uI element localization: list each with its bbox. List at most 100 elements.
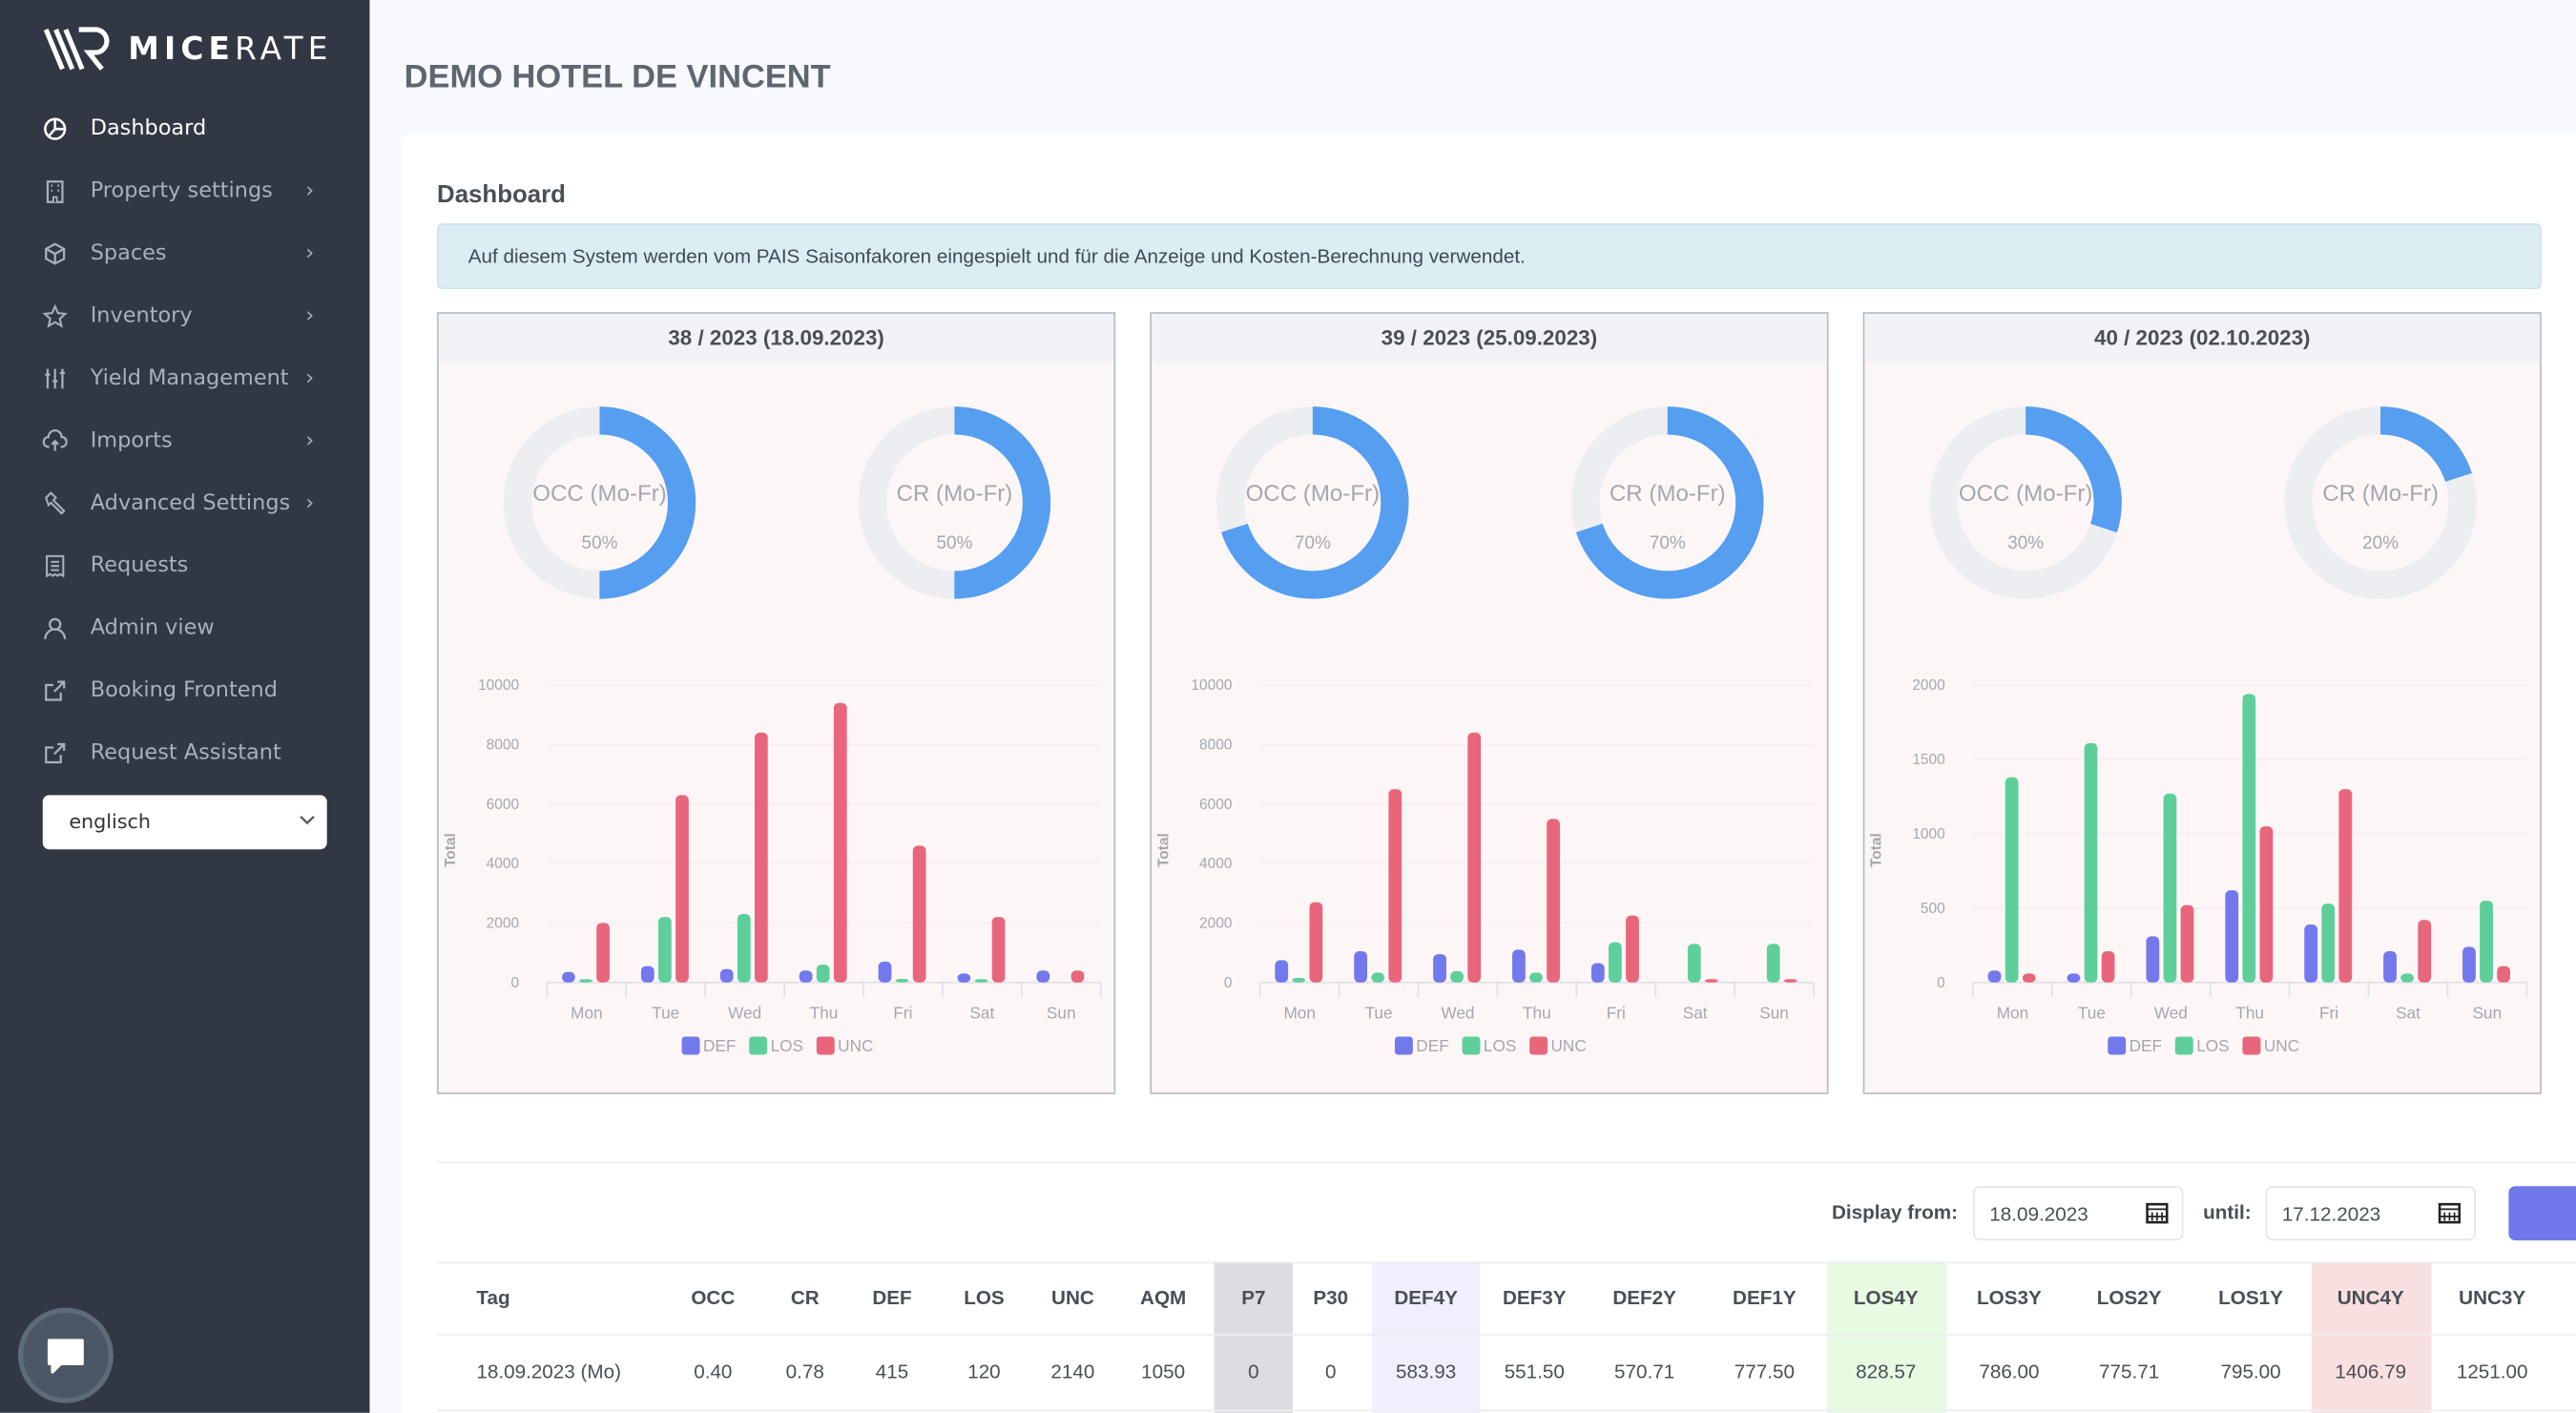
y-tick-label: 0 — [1937, 975, 1945, 991]
donut-value: 50% — [936, 533, 972, 553]
bar-unc — [2259, 826, 2274, 983]
sidebar-item-dashboard[interactable]: Dashboard — [0, 100, 369, 156]
legend-label: LOS — [771, 1036, 803, 1055]
micerate-logo[interactable]: MICERATE — [43, 27, 333, 73]
sidebar-item-requests[interactable]: Requests — [0, 537, 369, 593]
x-tick-label: Tue — [652, 1004, 679, 1023]
bar-unc — [2338, 789, 2353, 983]
calendar-icon[interactable] — [2438, 1201, 2462, 1224]
until-input[interactable]: 17.12.2023 — [2265, 1186, 2476, 1241]
sidebar-item-yield-management[interactable]: Yield Management › — [0, 350, 369, 406]
x-tick-label: Mon — [571, 1004, 602, 1023]
bar-unc — [991, 917, 1006, 983]
apply-filter-button[interactable] — [2508, 1186, 2576, 1241]
hotel-title: DEMO HOTEL DE VINCENT — [404, 58, 831, 95]
column-header[interactable]: CR — [790, 1286, 820, 1310]
legend-swatch-def — [1394, 1036, 1413, 1055]
column-header[interactable]: DEF3Y — [1502, 1286, 1567, 1310]
sidebar-item-admin-view[interactable]: Admin view — [0, 600, 369, 656]
column-header[interactable]: LOS — [964, 1286, 1005, 1310]
language-select[interactable]: englisch — [42, 795, 327, 850]
bar-def — [1987, 970, 2002, 983]
column-header[interactable]: DEF4Y — [1394, 1286, 1458, 1310]
y-tick-label: 8000 — [1199, 738, 1232, 754]
column-header[interactable]: Tag — [476, 1286, 510, 1310]
column-header[interactable]: DEF1Y — [1733, 1286, 1797, 1310]
sidebar-item-label: Imports — [90, 427, 173, 453]
sidebar-item-spaces[interactable]: Spaces › — [0, 225, 369, 281]
bar-los — [658, 917, 672, 983]
bar-unc — [675, 795, 689, 983]
bar-def — [2304, 924, 2318, 983]
donut-value: 70% — [1295, 533, 1331, 553]
y-tick-label: 0 — [1224, 975, 1233, 991]
column-header[interactable]: UNC — [1051, 1286, 1094, 1310]
logo-text: MICERATE — [128, 31, 333, 68]
bar-unc — [2497, 966, 2511, 983]
cube-icon — [45, 241, 66, 264]
legend-label: DEF — [703, 1036, 736, 1055]
y-tick-label: 1000 — [1912, 826, 1944, 842]
data-table: Tag 18.09.2023 (Mo) OCC 0.40 CR 0.78 DEF 415 LOS… — [437, 1261, 2576, 1413]
chat-button[interactable] — [23, 1312, 109, 1399]
calendar-icon[interactable] — [2146, 1201, 2169, 1224]
display-from-input[interactable]: 18.09.2023 — [1973, 1186, 2184, 1241]
column-header[interactable]: LOS2Y — [2096, 1286, 2162, 1310]
column-header[interactable]: LOS4Y — [1853, 1286, 1919, 1310]
column-header[interactable]: AQM — [1140, 1286, 1187, 1310]
chat-bubble-icon — [47, 1339, 84, 1374]
bar-los — [2163, 793, 2177, 983]
donut-label: CR (Mo-Fr) — [897, 481, 1013, 507]
logo-mark-icon — [43, 27, 110, 71]
sidebar-item-booking-frontend[interactable]: Booking Frontend — [0, 662, 369, 718]
bar-unc — [1626, 915, 1639, 983]
sidebar-item-request-assistant[interactable]: Request Assistant — [0, 724, 369, 780]
table-cell: 1251.00 — [2456, 1360, 2528, 1383]
column-header[interactable]: DEF2Y — [1612, 1286, 1676, 1310]
donut-value: 70% — [1650, 533, 1686, 553]
y-tick-label: 4000 — [487, 856, 519, 872]
sidebar-item-advanced-settings[interactable]: Advanced Settings › — [0, 475, 369, 531]
dashboard-card: Dashboard Auf diesem System werden vom P… — [402, 135, 2576, 1413]
column-header[interactable]: DEF — [872, 1286, 912, 1310]
y-tick-label: 500 — [1921, 901, 1945, 917]
x-tick-label: Sat — [2396, 1004, 2420, 1023]
x-tick-label: Thu — [1523, 1004, 1551, 1023]
donut-label: CR (Mo-Fr) — [2322, 481, 2439, 507]
column-highlight — [1214, 1261, 1294, 1413]
column-header[interactable]: LOS3Y — [1977, 1286, 2042, 1310]
column-header[interactable]: LOS1Y — [2218, 1286, 2283, 1310]
sidebar-item-imports[interactable]: Imports › — [0, 412, 369, 468]
x-tick-label: Mon — [1997, 1004, 2028, 1023]
bar-unc — [1783, 979, 1797, 983]
y-tick-label: 2000 — [487, 916, 519, 932]
bar-def — [2462, 946, 2476, 983]
column-highlight — [2310, 1261, 2431, 1413]
sidebar-item-label: Spaces — [90, 240, 167, 266]
y-tick-label: 10000 — [478, 677, 519, 694]
table-cell: 1050 — [1141, 1360, 1186, 1383]
sliders-icon — [45, 367, 66, 388]
sidebar-item-inventory[interactable]: Inventory › — [0, 287, 369, 343]
bar-def — [719, 968, 734, 983]
table-cell: 0.40 — [694, 1360, 733, 1383]
x-tick-label: Thu — [2235, 1004, 2264, 1023]
legend-label: UNC — [2264, 1036, 2299, 1055]
sidebar-item-label: Admin view — [90, 614, 215, 640]
column-header[interactable]: P30 — [1313, 1286, 1349, 1310]
display-from-label: Display from: — [1831, 1200, 1959, 1224]
y-tick-label: 10000 — [1191, 677, 1232, 694]
table-cell: 0 — [1248, 1360, 1259, 1383]
bar-def — [1433, 954, 1446, 983]
column-header[interactable]: P7 — [1241, 1286, 1266, 1310]
column-header[interactable]: UNC3Y — [2459, 1286, 2526, 1310]
bar-los — [737, 914, 751, 983]
table-cell: 2140 — [1050, 1360, 1095, 1383]
building-icon — [46, 179, 64, 203]
sidebar-item-property-settings[interactable]: Property settings › — [0, 162, 369, 218]
x-tick-label: Tue — [2078, 1004, 2106, 1023]
bar-def — [957, 973, 971, 983]
column-header[interactable]: UNC4Y — [2337, 1286, 2404, 1310]
bar-los — [2400, 973, 2415, 983]
column-header[interactable]: OCC — [691, 1286, 736, 1310]
